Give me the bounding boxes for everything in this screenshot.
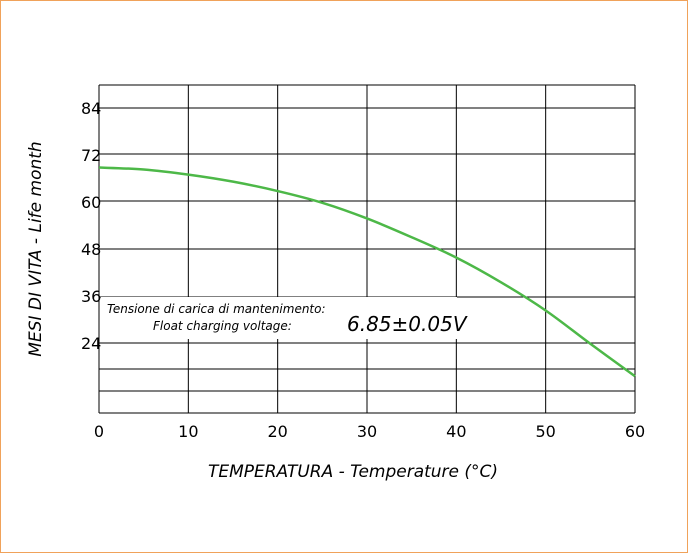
y-axis-label: MESI DI VITA - Life month bbox=[26, 141, 46, 356]
x-tick-label: 40 bbox=[446, 422, 466, 441]
x-tick-label: 20 bbox=[267, 422, 287, 441]
x-tick-label: 0 bbox=[94, 422, 104, 441]
x-axis-label: TEMPERATURA - Temperature (°C) bbox=[208, 462, 498, 482]
annotation-value: 6.85±0.05V bbox=[347, 312, 468, 336]
y-tick-label: 24 bbox=[81, 334, 101, 353]
annotation-box bbox=[101, 297, 457, 339]
x-tick-label: 10 bbox=[178, 422, 198, 441]
series-line bbox=[98, 166, 636, 378]
grid bbox=[98, 84, 636, 414]
annotation-line1: Tensione di carica di mantenimento: bbox=[107, 302, 326, 316]
x-tick-labels: 0 10 20 30 40 50 60 bbox=[94, 422, 645, 441]
annotation-line2: Float charging voltage: bbox=[153, 319, 292, 333]
x-tick-label: 30 bbox=[357, 422, 377, 441]
y-tick-label: 48 bbox=[81, 240, 101, 259]
y-tick-label: 84 bbox=[81, 99, 101, 118]
y-tick-label: 72 bbox=[81, 146, 101, 165]
y-tick-label: 36 bbox=[81, 287, 101, 306]
y-tick-label: 60 bbox=[81, 193, 101, 212]
y-tick-labels: 84 72 60 48 36 24 bbox=[81, 99, 101, 353]
x-tick-label: 60 bbox=[625, 422, 645, 441]
x-tick-label: 50 bbox=[535, 422, 555, 441]
